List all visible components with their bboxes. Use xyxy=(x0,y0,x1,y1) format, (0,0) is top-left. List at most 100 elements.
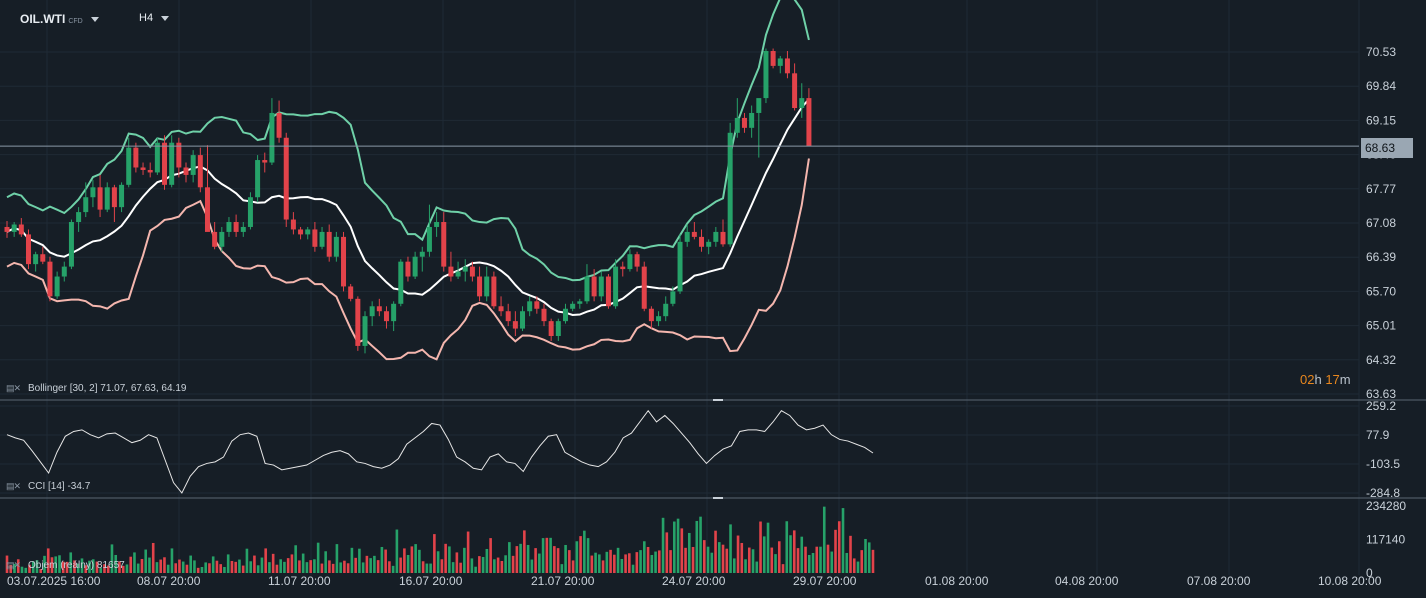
volume-bar xyxy=(440,559,444,573)
volume-bar xyxy=(459,562,462,573)
candle-body xyxy=(577,301,583,304)
candle xyxy=(369,301,375,327)
volume-bar xyxy=(564,544,567,573)
volume-bar xyxy=(849,535,852,573)
price-axis-label: 63.63 xyxy=(1366,387,1396,401)
volume-bar xyxy=(200,566,204,573)
volume-bar xyxy=(211,556,215,573)
time-axis-label: 24.07 20:00 xyxy=(662,574,726,588)
cci-label: CCI [14] -34.7 xyxy=(28,481,91,492)
candle-body xyxy=(598,276,604,297)
volume-bar xyxy=(271,553,275,573)
candle xyxy=(426,204,432,257)
candle-body xyxy=(183,167,189,175)
candle-body xyxy=(247,197,253,227)
volume-bar xyxy=(65,561,69,573)
candle-body xyxy=(520,311,526,329)
bollinger-legend[interactable]: ▤✕ Bollinger [30, 2] 71.07, 67.63, 64.19 xyxy=(6,383,186,394)
volume-bar xyxy=(380,546,384,573)
symbol-selector[interactable]: OIL.WTI CFD xyxy=(20,12,99,26)
volume-bar xyxy=(286,558,290,573)
bollinger-middle-band xyxy=(6,98,810,316)
volume-bar xyxy=(714,530,717,573)
price-axis-label: 67.77 xyxy=(1366,182,1396,196)
volume-bar xyxy=(684,547,687,573)
volume-bar xyxy=(76,563,80,573)
cci-legend[interactable]: ▤✕ CCI [14] -34.7 xyxy=(6,481,90,492)
volume-bar xyxy=(740,542,744,573)
volume-bar xyxy=(500,560,504,573)
candle xyxy=(806,88,812,147)
volume-bar xyxy=(519,543,522,573)
price-axis[interactable]: 70.5369.8469.1568.4667.7767.0866.3965.70… xyxy=(1366,45,1406,580)
candle-body xyxy=(562,308,568,322)
candle xyxy=(677,234,683,294)
volume-bar xyxy=(166,564,170,573)
candle xyxy=(534,296,540,314)
indicator-settings-icon[interactable]: ▤✕ xyxy=(6,560,21,570)
volume-bar xyxy=(702,540,706,573)
volume-bar xyxy=(294,545,297,573)
volume-bar xyxy=(185,564,189,573)
volume-legend[interactable]: ▤✕ Objem (reálny) 81657 xyxy=(6,560,125,571)
volume-bar xyxy=(328,560,331,573)
volume-bar xyxy=(605,551,609,573)
volume-bar xyxy=(84,565,88,573)
volume-bar xyxy=(444,543,447,573)
time-axis[interactable]: 03.07.2025 16:00 08.07 20:00 11.07 20:00 16… xyxy=(7,574,1382,588)
volume-bar xyxy=(20,566,24,573)
candle xyxy=(656,311,662,327)
candle-body xyxy=(154,142,160,173)
volume-bar xyxy=(474,566,477,573)
indicator-settings-icon[interactable]: ▤✕ xyxy=(6,383,21,393)
candle xyxy=(40,246,46,265)
volume-bar xyxy=(283,561,286,573)
candle-body xyxy=(398,261,404,304)
candle xyxy=(691,222,697,240)
volume-bar xyxy=(717,542,721,573)
candle-body xyxy=(341,236,347,287)
candle xyxy=(398,259,404,307)
candle-body xyxy=(455,271,461,277)
candle xyxy=(183,162,189,183)
candle-body xyxy=(11,224,17,232)
volume-bar xyxy=(234,561,237,573)
time-axis-label: 04.08 20:00 xyxy=(1055,574,1119,588)
candle-body xyxy=(169,142,175,185)
volume-bar xyxy=(777,541,781,573)
volume-bar xyxy=(376,560,380,573)
candle-body xyxy=(4,226,10,232)
candle xyxy=(448,251,454,282)
timeframe-selector[interactable]: H4 xyxy=(139,12,170,24)
pane-dividers[interactable] xyxy=(0,399,1426,499)
volume-bar xyxy=(620,558,624,573)
volume-bar xyxy=(654,551,657,573)
volume-bar xyxy=(751,549,755,573)
candle xyxy=(555,318,561,341)
candle-body xyxy=(76,212,82,223)
volume-bar xyxy=(792,530,796,573)
candle-body xyxy=(448,266,454,277)
time-axis-label: 21.07 20:00 xyxy=(531,574,595,588)
volume-bar xyxy=(770,547,774,573)
candle xyxy=(777,55,783,74)
indicator-settings-icon[interactable]: ▤✕ xyxy=(6,481,21,491)
time-axis-label: 16.07 20:00 xyxy=(399,574,463,588)
volume-bar xyxy=(159,559,163,573)
candle xyxy=(147,162,153,178)
volume-bar xyxy=(755,561,759,573)
volume-bar xyxy=(88,560,91,573)
candle xyxy=(584,264,590,304)
volume-bar xyxy=(9,564,13,573)
volume-bar xyxy=(523,530,526,573)
volume-bar xyxy=(504,555,507,573)
volume-bar xyxy=(414,544,417,573)
volume-bar xyxy=(28,564,31,573)
candle xyxy=(720,219,726,247)
candle-body xyxy=(25,234,31,265)
volume-bar xyxy=(616,547,620,573)
volume-bar xyxy=(511,555,515,573)
volume-bar xyxy=(545,537,549,573)
volume-bar xyxy=(586,538,590,573)
